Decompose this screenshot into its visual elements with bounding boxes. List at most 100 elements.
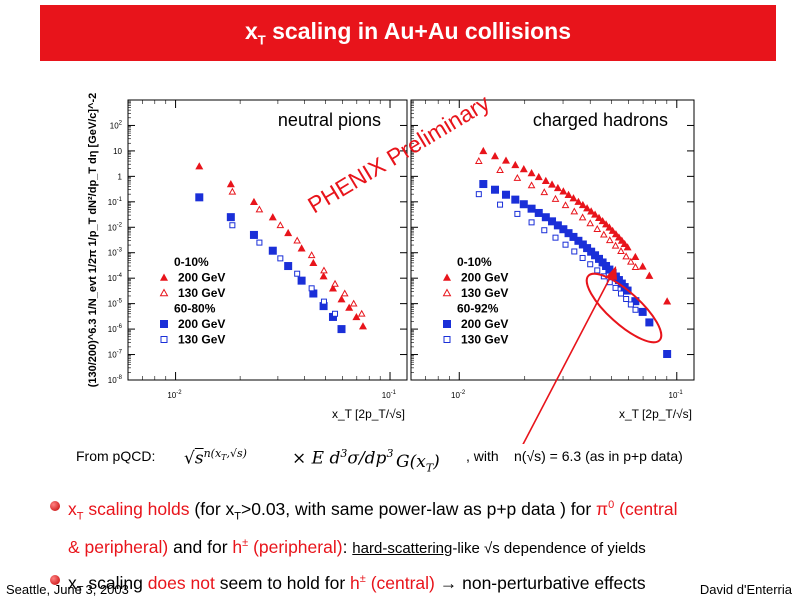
- data-point: [443, 273, 451, 281]
- bullet-dot-icon: [50, 501, 60, 511]
- callout-arrow-line: [522, 273, 613, 444]
- y-tick-label: 10-4: [108, 273, 123, 283]
- with-label: , with: [466, 448, 499, 464]
- data-point: [249, 197, 258, 206]
- data-point: [605, 223, 614, 231]
- data-point: [491, 151, 500, 160]
- legend-entry: 0-10%: [174, 255, 209, 269]
- data-point: [553, 221, 562, 230]
- data-point: [443, 320, 451, 328]
- data-point: [645, 318, 654, 327]
- data-point: [358, 322, 367, 330]
- bullet-2: xT scaling does not seem to hold for h± …: [50, 566, 790, 604]
- data-point: [195, 162, 204, 170]
- data-point: [514, 210, 521, 217]
- x-tick-label: 10-2: [451, 390, 466, 400]
- legend-entry: 0-10%: [457, 255, 492, 269]
- data-point: [569, 232, 578, 241]
- data-point: [195, 193, 204, 202]
- data-point: [552, 234, 559, 241]
- legend-entry: 200 GeV: [461, 317, 508, 331]
- data-point: [497, 201, 504, 208]
- data-point: [160, 320, 168, 328]
- data-point: [631, 252, 640, 261]
- data-point: [479, 146, 488, 155]
- data-point: [587, 261, 594, 268]
- data-point: [352, 312, 361, 321]
- legend-entry: 200 GeV: [178, 271, 225, 285]
- highlight-ellipse: [585, 272, 663, 344]
- legend-entry: 130 GeV: [178, 286, 225, 300]
- data-point: [608, 226, 617, 234]
- data-point: [229, 222, 236, 229]
- data-point: [496, 166, 504, 173]
- data-point: [511, 160, 520, 169]
- data-point: [307, 251, 316, 259]
- legend-entry: 200 GeV: [461, 271, 508, 285]
- data-point: [328, 312, 337, 321]
- data-point: [297, 276, 306, 285]
- data-point: [574, 197, 583, 205]
- data-point: [331, 279, 339, 287]
- data-point: [284, 262, 293, 271]
- data-point: [276, 221, 285, 229]
- preliminary-stamp: PHENIX Preliminary: [303, 89, 494, 218]
- data-point: [663, 297, 672, 305]
- data-point: [611, 241, 620, 249]
- y-tick-label: 10-7: [108, 350, 123, 360]
- data-point: [583, 244, 592, 253]
- legend-entry: 130 GeV: [178, 333, 225, 347]
- x-axis-label: x_T [2p_T/√s]: [619, 407, 692, 421]
- data-point: [548, 217, 557, 226]
- footer-right: David d'Enterria: [699, 582, 792, 597]
- data-point: [320, 266, 328, 274]
- data-point: [548, 180, 557, 188]
- data-point: [559, 225, 568, 234]
- data-point: [534, 172, 543, 181]
- y-tick-label: 10-5: [108, 299, 123, 309]
- x-tick-label: 10-2: [167, 390, 182, 400]
- legend-entry: 60-80%: [174, 302, 216, 316]
- data-point: [595, 213, 604, 221]
- data-point: [594, 267, 601, 274]
- data-point: [617, 290, 624, 297]
- panel-title: charged hadrons: [533, 110, 668, 130]
- data-point: [570, 207, 579, 215]
- data-point: [308, 285, 315, 292]
- data-point: [527, 181, 536, 189]
- y-tick-label: 102: [110, 120, 123, 130]
- data-point: [638, 262, 647, 270]
- data-point: [534, 208, 543, 217]
- data-point: [519, 165, 528, 173]
- x-axis-label: x_T [2p_T/√s]: [332, 407, 405, 421]
- data-point: [511, 195, 520, 204]
- data-point: [475, 191, 482, 198]
- slide-title: xT scaling in Au+Au collisions: [245, 18, 571, 48]
- data-point: [632, 306, 639, 313]
- data-point: [631, 297, 640, 306]
- from-pqcd-label: From pQCD:: [76, 448, 156, 464]
- data-point: [328, 284, 337, 292]
- data-point: [337, 325, 346, 334]
- data-point: [631, 263, 640, 270]
- data-point: [559, 187, 568, 195]
- data-point: [602, 220, 611, 228]
- y-tick-label: 10-6: [108, 324, 123, 334]
- data-point: [578, 240, 587, 249]
- data-point: [622, 252, 630, 260]
- bullet-1: xT scaling holds (for xT>0.03, with same…: [50, 492, 790, 562]
- data-point: [294, 270, 301, 277]
- data-point: [528, 219, 535, 226]
- data-point: [561, 201, 570, 209]
- data-point: [578, 213, 587, 221]
- plot-frame: [410, 99, 695, 381]
- data-point: [623, 296, 630, 303]
- footer-left: Seattle, June 3, 2003: [6, 582, 129, 597]
- data-point: [569, 194, 578, 202]
- data-point: [501, 190, 510, 199]
- data-point: [268, 213, 277, 221]
- data-point: [591, 210, 600, 218]
- y-tick-label: 10-2: [108, 222, 123, 232]
- x-tick-label: 10-1: [669, 390, 684, 400]
- data-point: [249, 230, 258, 239]
